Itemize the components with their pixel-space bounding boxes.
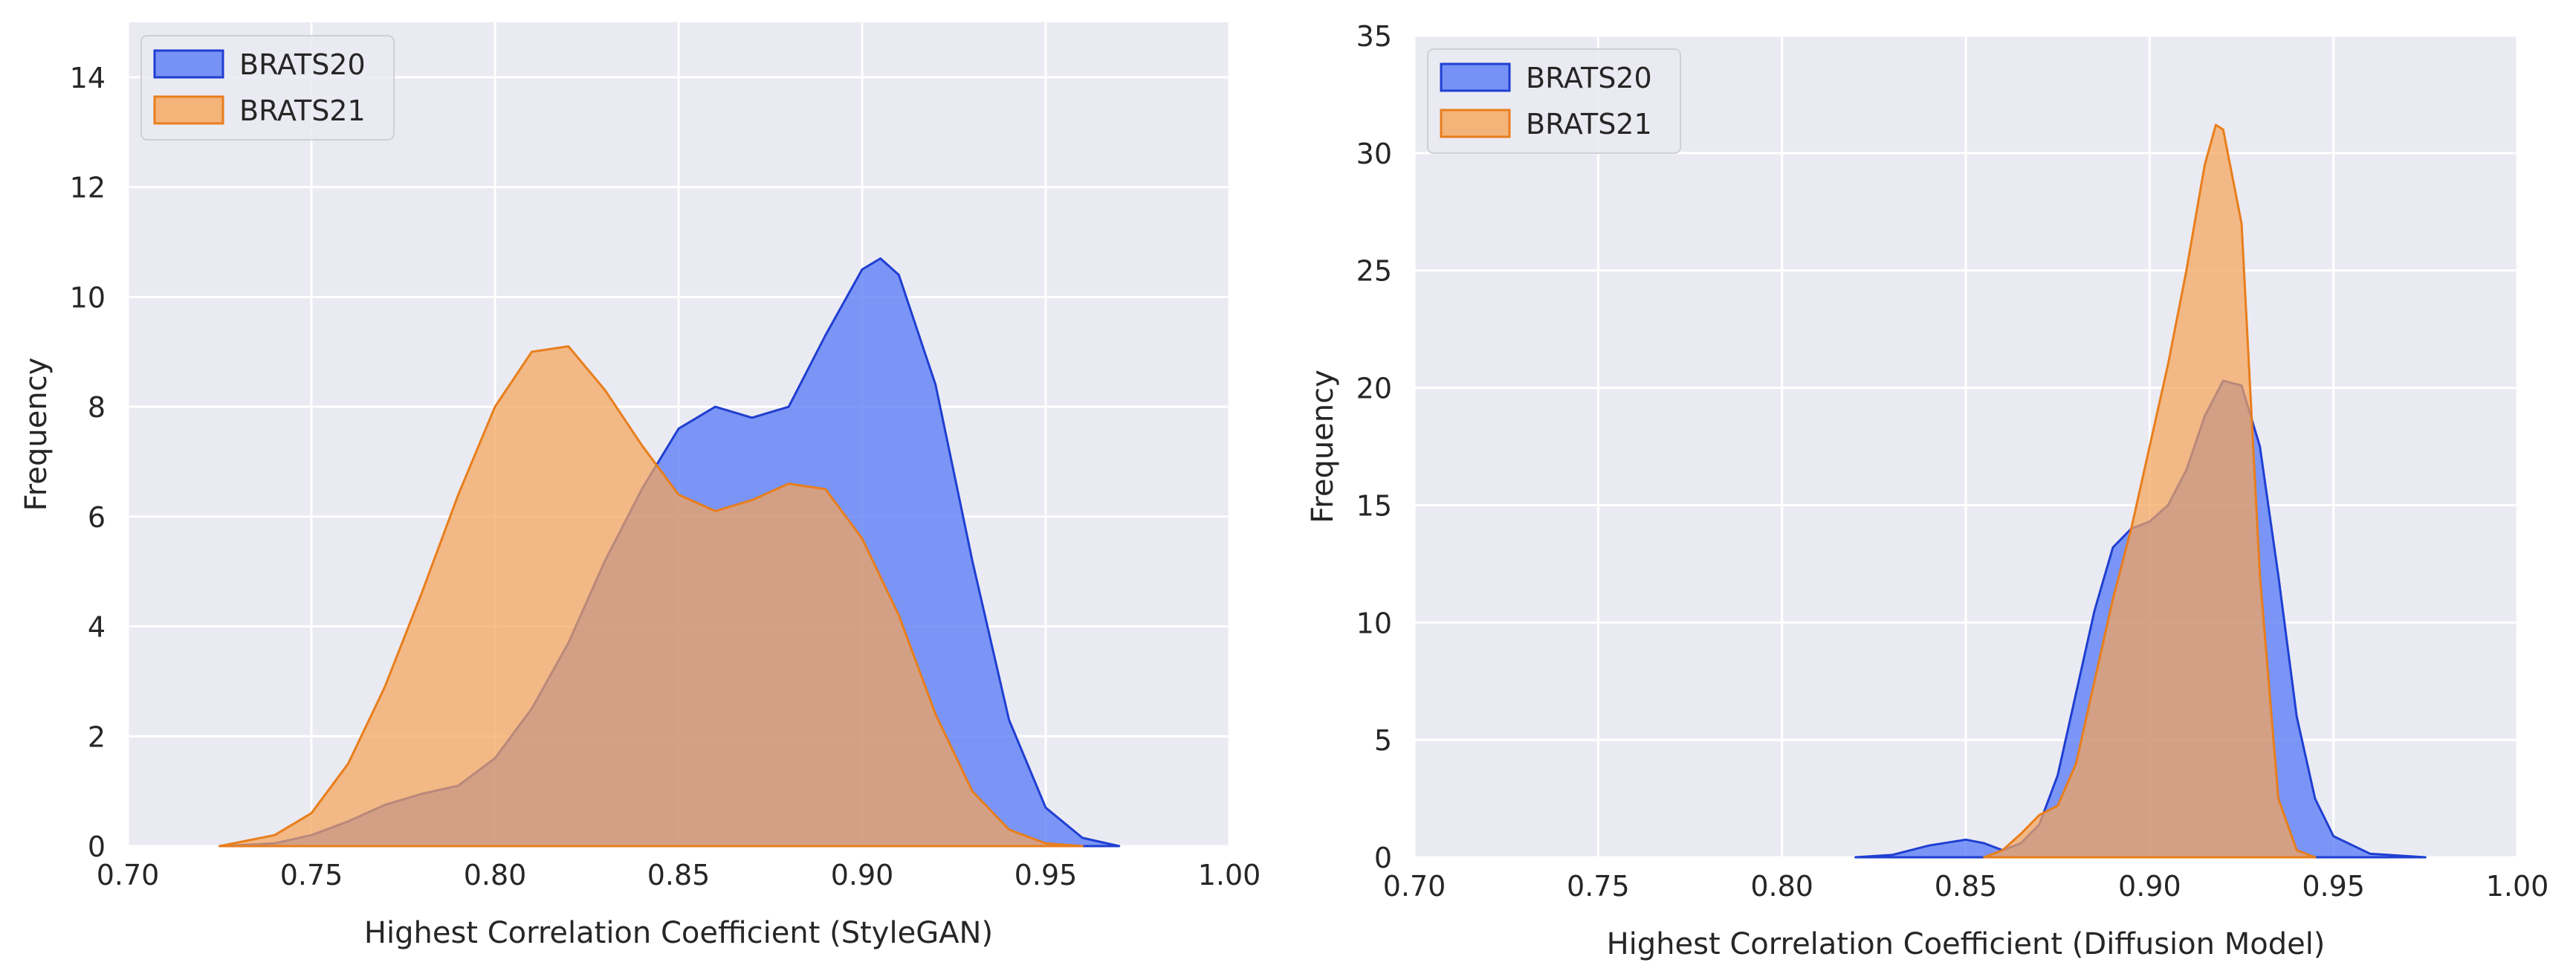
y-tick-label: 8: [88, 391, 106, 424]
y-tick-label: 30: [1356, 138, 1392, 170]
legend-label-brats20: BRATS20: [1526, 62, 1652, 94]
x-tick-label: 0.95: [2302, 870, 2365, 903]
legend-swatch-brats21: [153, 95, 224, 125]
area-brats21: [1983, 123, 2317, 859]
y-tick-label: 10: [1356, 607, 1392, 639]
y-axis-label: Frequency: [19, 358, 54, 512]
legend-label-brats21: BRATS21: [1526, 108, 1652, 141]
x-tick-label: 0.70: [1383, 870, 1446, 903]
x-tick-label: 1.00: [1198, 859, 1261, 891]
x-tick-labels: 0.70 0.75 0.80 0.85 0.90 0.95 1.00: [1383, 870, 2549, 903]
series-areas: [219, 257, 1121, 848]
y-tick-label: 12: [70, 172, 106, 204]
legend: BRATS20 BRATS21: [140, 35, 395, 141]
diffusion-plot: 0.70 0.75 0.80 0.85 0.90 0.95 1.00 0 5 10 15 20 25 3…: [1306, 20, 2549, 961]
stylegan-plot: 0.70 0.75 0.80 0.85 0.90 0.95 1.00 0 2 4 6 8 10 12 14…: [19, 22, 1261, 950]
y-tick-labels: 0 2 4 6 8 10 12 14: [70, 62, 106, 863]
x-tick-label: 1.00: [2486, 870, 2549, 903]
x-axis-label: Highest Correlation Coefficient (StyleGA…: [364, 916, 993, 950]
x-tick-label: 0.80: [1750, 870, 1813, 903]
legend-label-brats20: BRATS20: [239, 48, 366, 81]
x-tick-label: 0.80: [464, 859, 527, 891]
y-tick-label: 20: [1356, 372, 1392, 405]
legend-label-brats21: BRATS21: [239, 94, 366, 127]
x-tick-label: 0.95: [1014, 859, 1078, 891]
y-tick-label: 14: [70, 62, 106, 94]
y-tick-label: 0: [88, 831, 106, 863]
legend: BRATS20 BRATS21: [1427, 48, 1681, 154]
legend-swatch-brats21: [1440, 109, 1511, 138]
x-tick-label: 0.90: [2118, 870, 2181, 903]
x-tick-label: 0.75: [280, 859, 343, 891]
x-axis-label: Highest Correlation Coefficient (Diffusi…: [1607, 927, 2326, 961]
x-tick-label: 0.85: [647, 859, 711, 891]
y-tick-label: 5: [1374, 724, 1392, 757]
x-tick-label: 0.75: [1567, 870, 1630, 903]
y-axis-label: Frequency: [1306, 370, 1340, 523]
y-tick-label: 2: [88, 720, 106, 753]
x-tick-labels: 0.70 0.75 0.80 0.85 0.90 0.95 1.00: [97, 859, 1261, 891]
legend-swatch-brats20: [153, 49, 224, 79]
x-tick-label: 0.70: [97, 859, 160, 891]
y-tick-label: 35: [1356, 20, 1392, 53]
y-tick-label: 15: [1356, 489, 1392, 522]
series-areas: [1854, 123, 2427, 859]
y-tick-label: 0: [1374, 842, 1392, 874]
y-tick-labels: 0 5 10 15 20 25 30 35: [1356, 20, 1392, 874]
x-tick-label: 0.90: [831, 859, 894, 891]
y-tick-label: 25: [1356, 255, 1392, 288]
y-tick-label: 4: [88, 611, 106, 644]
x-tick-label: 0.85: [1935, 870, 1998, 903]
area-brats21: [219, 345, 1084, 848]
legend-swatch-brats20: [1440, 62, 1511, 92]
y-tick-label: 10: [70, 281, 106, 314]
y-tick-label: 6: [88, 501, 106, 534]
